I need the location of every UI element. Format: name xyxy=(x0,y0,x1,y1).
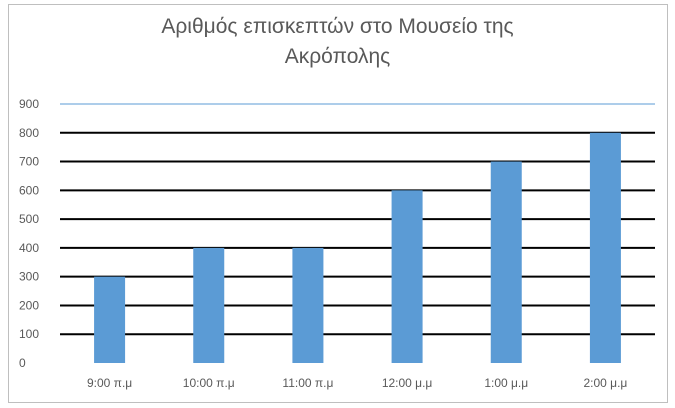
bar-1 xyxy=(193,247,225,363)
y-axis-tick-labels: 0 100 200 300 400 500 600 700 800 900 xyxy=(19,97,39,370)
bar-2 xyxy=(292,247,324,363)
x-tick-label: 9:00 π.μ xyxy=(87,376,132,390)
y-tick-label: 400 xyxy=(19,241,39,255)
y-tick-label: 800 xyxy=(19,126,39,140)
y-tick-label: 300 xyxy=(19,270,39,284)
chart-title: Αριθμός επισκεπτών στο Μουσείο της Ακρόπ… xyxy=(161,15,514,68)
bars xyxy=(94,132,621,363)
bar-5 xyxy=(589,132,621,363)
x-tick-label: 11:00 π.μ xyxy=(282,376,333,390)
x-tick-label: 10:00 π.μ xyxy=(183,376,235,390)
x-tick-label: 2:00 μ.μ xyxy=(583,376,627,390)
y-tick-label: 0 xyxy=(19,356,26,370)
gridlines xyxy=(60,103,655,336)
y-tick-label: 600 xyxy=(19,183,39,197)
bar-0 xyxy=(94,276,126,363)
bar-4 xyxy=(490,161,522,363)
chart-title-container: Αριθμός επισκεπτών στο Μουσείο της Ακρόπ… xyxy=(0,12,675,72)
y-tick-label: 200 xyxy=(19,298,39,312)
bar-3 xyxy=(391,190,423,363)
y-tick-label: 900 xyxy=(19,97,39,111)
y-tick-label: 500 xyxy=(19,212,39,226)
y-tick-label: 700 xyxy=(19,155,39,169)
y-tick-label: 100 xyxy=(19,327,39,341)
x-tick-label: 12:00 μ.μ xyxy=(382,376,433,390)
x-axis-tick-labels: 9:00 π.μ 10:00 π.μ 11:00 π.μ 12:00 μ.μ 1:00 … xyxy=(87,376,627,390)
x-tick-label: 1:00 μ.μ xyxy=(484,376,528,390)
